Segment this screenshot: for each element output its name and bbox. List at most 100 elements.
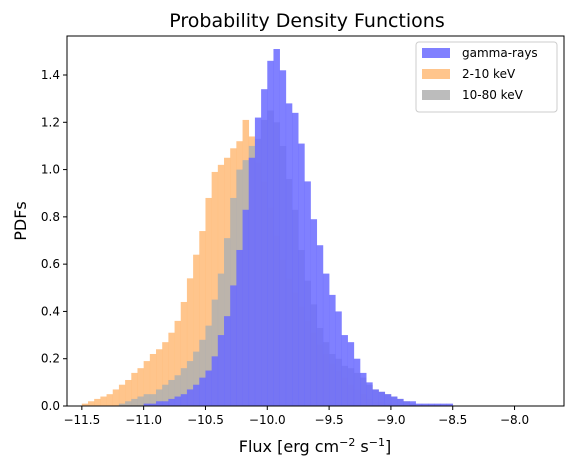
x-axis-ticks: −11.5 −11.0 −10.5 −10.0 −9.5 −9.0 −8.5 −8.0: [63, 406, 529, 427]
histogram-bar: [248, 157, 256, 406]
histogram-bar: [180, 301, 188, 406]
histogram-bar: [205, 197, 212, 406]
histogram-bar: [137, 368, 144, 406]
histogram-bar: [316, 245, 324, 406]
histogram-bar: [205, 325, 212, 406]
histogram-bar: [261, 89, 268, 406]
histogram-bar: [205, 370, 212, 406]
histogram-bar: [347, 342, 355, 406]
histogram-bar: [421, 403, 429, 406]
legend-swatch: [422, 90, 450, 100]
y-tick-label: 1.0: [41, 163, 60, 177]
histogram-bar: [341, 335, 348, 406]
x-axis-label-part3: ]: [385, 437, 391, 456]
histogram-bar: [428, 403, 435, 406]
histogram-bar: [298, 143, 305, 406]
histogram-bar: [137, 396, 144, 406]
histogram-bar: [304, 181, 311, 406]
histogram-bar: [131, 372, 138, 406]
legend-label: 2-10 keV: [462, 67, 516, 81]
histogram-bar: [267, 60, 274, 406]
histogram-bar: [162, 384, 169, 406]
histogram-bar: [149, 403, 157, 406]
y-tick-label: 1.4: [41, 68, 60, 82]
legend-box: [415, 41, 558, 113]
histogram-bar: [360, 372, 367, 406]
histogram-bar: [254, 117, 262, 407]
histogram-bar: [81, 403, 89, 406]
histogram-bar: [162, 342, 169, 406]
histogram-bar: [106, 394, 114, 406]
histogram-bar: [322, 273, 330, 406]
histogram-bar: [168, 379, 175, 406]
histogram-bar: [279, 70, 287, 406]
x-axis-label-sup1: −2: [339, 436, 355, 449]
x-tick-label: −9.5: [315, 413, 344, 427]
histogram-bar: [94, 398, 101, 406]
histogram-bar: [143, 394, 151, 406]
histogram-bar: [372, 389, 379, 406]
histogram-bar: [440, 403, 447, 406]
histogram-bar: [217, 335, 225, 406]
histogram-bar: [88, 401, 95, 406]
histogram-bar: [149, 353, 157, 406]
histogram-bar: [143, 403, 151, 406]
histogram-bar: [242, 209, 250, 406]
histogram-bar: [384, 394, 392, 406]
histogram-bar: [174, 396, 182, 406]
x-tick-label: −8.0: [500, 413, 529, 427]
y-tick-label: 0.2: [41, 352, 60, 366]
legend-swatch: [422, 69, 450, 79]
histogram-bar: [211, 171, 219, 406]
histogram-bar: [186, 361, 194, 406]
x-axis-label-part1: Flux [erg cm: [239, 437, 339, 456]
histogram-bar: [390, 396, 398, 406]
histogram-bar: [335, 311, 342, 406]
legend-label: gamma-rays: [462, 46, 538, 60]
y-tick-label: 0.6: [41, 257, 60, 271]
histogram-bar: [446, 403, 454, 406]
histogram-bar: [199, 377, 206, 406]
histogram-bar: [125, 401, 132, 406]
histogram-bar: [353, 358, 361, 406]
x-axis-label: Flux [erg cm−2 s−1]: [239, 436, 391, 456]
histogram-bar: [378, 391, 386, 406]
histogram-bar: [193, 254, 200, 406]
histogram-bar: [273, 49, 280, 406]
histogram-bar: [174, 375, 182, 406]
histogram-bar: [236, 249, 243, 406]
histogram-bar: [193, 384, 200, 406]
histogram-bar: [403, 401, 410, 406]
histogram-bar: [125, 379, 132, 406]
histogram-bar: [224, 316, 231, 406]
x-tick-label: −10.0: [249, 413, 286, 427]
histogram-bar: [168, 332, 175, 406]
histogram-bar: [156, 349, 163, 406]
histogram-bar: [292, 112, 299, 406]
histogram-bar: [162, 401, 169, 406]
histogram-bar: [143, 361, 151, 406]
histogram-bar: [118, 384, 126, 406]
plot-frame: [66, 35, 565, 407]
histogram-bar: [199, 231, 206, 406]
histogram-bar: [180, 394, 188, 406]
legend-label: 10-80 keV: [462, 88, 524, 102]
x-tick-label: −11.0: [125, 413, 162, 427]
histogram-bar: [180, 368, 188, 406]
histogram-bar: [366, 382, 373, 406]
histogram-bar: [285, 103, 293, 406]
y-tick-label: 0.4: [41, 304, 60, 318]
legend: gamma-rays 2-10 keV 10-80 keV: [415, 41, 558, 113]
histogram-bar: [100, 396, 107, 406]
x-tick-label: −9.0: [376, 413, 405, 427]
histogram-bar: [409, 401, 416, 406]
histogram-bar: [174, 320, 182, 406]
y-axis-ticks: 0.0 0.2 0.4 0.6 0.8 1.0 1.2 1.4: [41, 68, 67, 413]
chart-title: Probability Density Functions: [169, 10, 444, 32]
histogram-bar: [211, 356, 219, 406]
x-tick-label: −11.5: [63, 413, 100, 427]
y-axis-label: PDFs: [11, 201, 30, 241]
x-axis-label-sup2: −1: [369, 436, 385, 449]
legend-swatch: [422, 48, 450, 58]
